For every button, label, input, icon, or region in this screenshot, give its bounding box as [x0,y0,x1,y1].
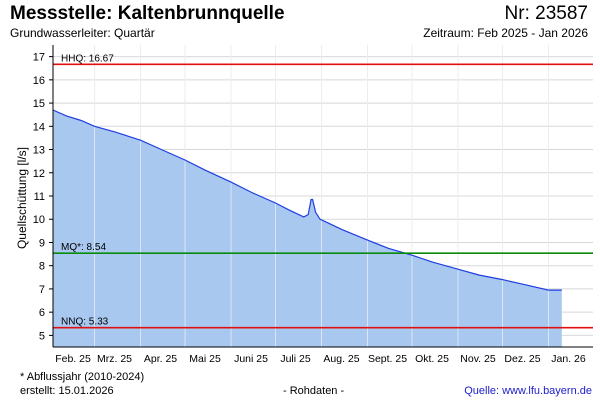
y-tick-label: 13 [33,145,45,157]
station-number: Nr: 23587 [504,3,588,24]
x-tick-label: Feb. 25 [55,353,91,365]
x-tick-label: Juni 25 [234,353,268,365]
y-tick-label: 12 [33,168,45,180]
source-link[interactable]: Quelle: www.lfu.bayern.de [464,385,592,397]
y-tick-labels: 5 6 7 8 9 10 11 12 13 14 15 16 17 [33,52,45,343]
x-tick-label: Apr. 25 [144,353,177,365]
time-period: Zeitraum: Feb 2025 - Jan 2026 [423,26,588,40]
footnote: * Abflussjahr (2010-2024) [20,371,145,383]
y-tick-label: 9 [39,237,45,249]
created-date: erstellt: 15.01.2026 [20,385,114,397]
raw-data-note: - Rohdaten - [283,385,345,397]
aquifer-subtitle: Grundwasserleiter: Quartär [10,26,155,40]
x-tick-label: Aug. 25 [323,353,359,365]
reference-lines: HHQ: 16.67 MQ*: 8.54 NNQ: 5.33 [53,53,593,329]
y-tick-label: 17 [33,52,45,64]
y-tick-label: 14 [33,121,45,133]
data-area [52,45,562,347]
y-tick-label: 10 [33,214,45,226]
y-tick-label: 8 [39,261,45,273]
x-tick-label: Nov. 25 [460,353,496,365]
chart-title: Messstelle: Kaltenbrunnquelle [10,3,285,24]
reference-line-label: NNQ: 5.33 [61,317,109,328]
x-tick-labels: Feb. 25 Mrz. 25 Apr. 25 Mai 25 Juni 25 Juli 2… [55,353,586,365]
discharge-area [53,110,562,347]
x-tick-label: Juli 25 [280,353,311,365]
x-tick-label: Jan. 26 [551,353,586,365]
x-tick-label: Dez. 25 [504,353,540,365]
y-tick-label: 5 [39,330,45,342]
x-tick-label: Mrz. 25 [97,353,132,365]
y-tick-label: 7 [39,284,45,296]
reference-line-label: HHQ: 16.67 [61,53,114,64]
axes [49,45,593,348]
x-tick-label: Okt. 25 [415,353,449,365]
x-tick-label: Mai 25 [189,353,221,365]
y-tick-label: 16 [33,75,45,87]
y-tick-label: 11 [34,191,45,203]
discharge-line [52,109,562,291]
y-tick-label: 15 [33,98,45,110]
y-tick-label: 6 [39,307,45,319]
x-tick-label: Sept. 25 [368,353,407,365]
reference-line-label: MQ*: 8.54 [61,242,106,253]
